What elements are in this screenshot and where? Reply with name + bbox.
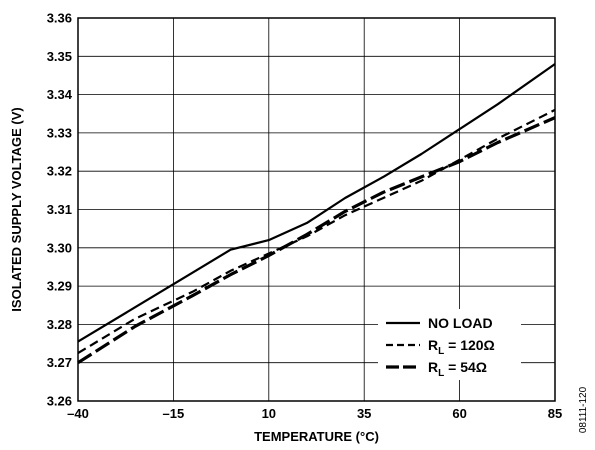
x-tick-label: 35 — [357, 406, 371, 421]
x-tick-label: 60 — [452, 406, 466, 421]
y-tick-labels: 3.26 3.27 3.28 3.29 3.30 3.31 3.32 3.33 3.34 3.35… — [47, 11, 73, 409]
y-tick-label: 3.27 — [47, 355, 72, 370]
legend-label-subscript: L — [438, 368, 444, 379]
series-lines — [77, 63, 556, 365]
legend-label-main: R — [428, 337, 438, 353]
legend-label-main: R — [428, 359, 438, 375]
x-tick-label: 85 — [548, 406, 562, 421]
x-tick-label: 10 — [262, 406, 276, 421]
y-tick-label: 3.36 — [47, 11, 72, 26]
figure-id-label: 08111-120 — [578, 386, 589, 433]
y-tick-label: 3.33 — [47, 125, 72, 140]
legend-label-rl-54: RL = 54Ω — [428, 359, 487, 379]
x-tick-labels: –40 –15 10 35 60 85 — [67, 406, 562, 421]
x-tick-label: –40 — [67, 406, 89, 421]
legend-label-no-load: NO LOAD — [428, 315, 493, 331]
y-tick-label: 3.32 — [47, 164, 72, 179]
y-tick-label: 3.31 — [47, 202, 72, 217]
y-tick-label: 3.35 — [47, 49, 72, 64]
series-line-rl-120 — [77, 108, 556, 355]
legend-label-subscript: L — [438, 346, 444, 357]
y-axis-title: ISOLATED SUPPLY VOLTAGE (V) — [9, 107, 24, 311]
y-tick-label: 3.26 — [47, 394, 72, 409]
y-tick-label: 3.30 — [47, 240, 72, 255]
y-tick-label: 3.28 — [47, 317, 72, 332]
series-line-rl-54 — [77, 116, 556, 365]
x-tick-label: –15 — [163, 406, 185, 421]
legend-label-suffix: = 120Ω — [444, 337, 495, 353]
y-tick-label: 3.29 — [47, 279, 72, 294]
y-tick-label: 3.34 — [47, 87, 73, 102]
legend-label-rl-120: RL = 120Ω — [428, 337, 495, 357]
legend-label-suffix: = 54Ω — [444, 359, 487, 375]
legend-label-main: NO LOAD — [428, 315, 493, 331]
series-line-no-load — [77, 63, 556, 343]
plot-frame — [77, 17, 556, 402]
x-axis-title: TEMPERATURE (°C) — [254, 429, 379, 444]
